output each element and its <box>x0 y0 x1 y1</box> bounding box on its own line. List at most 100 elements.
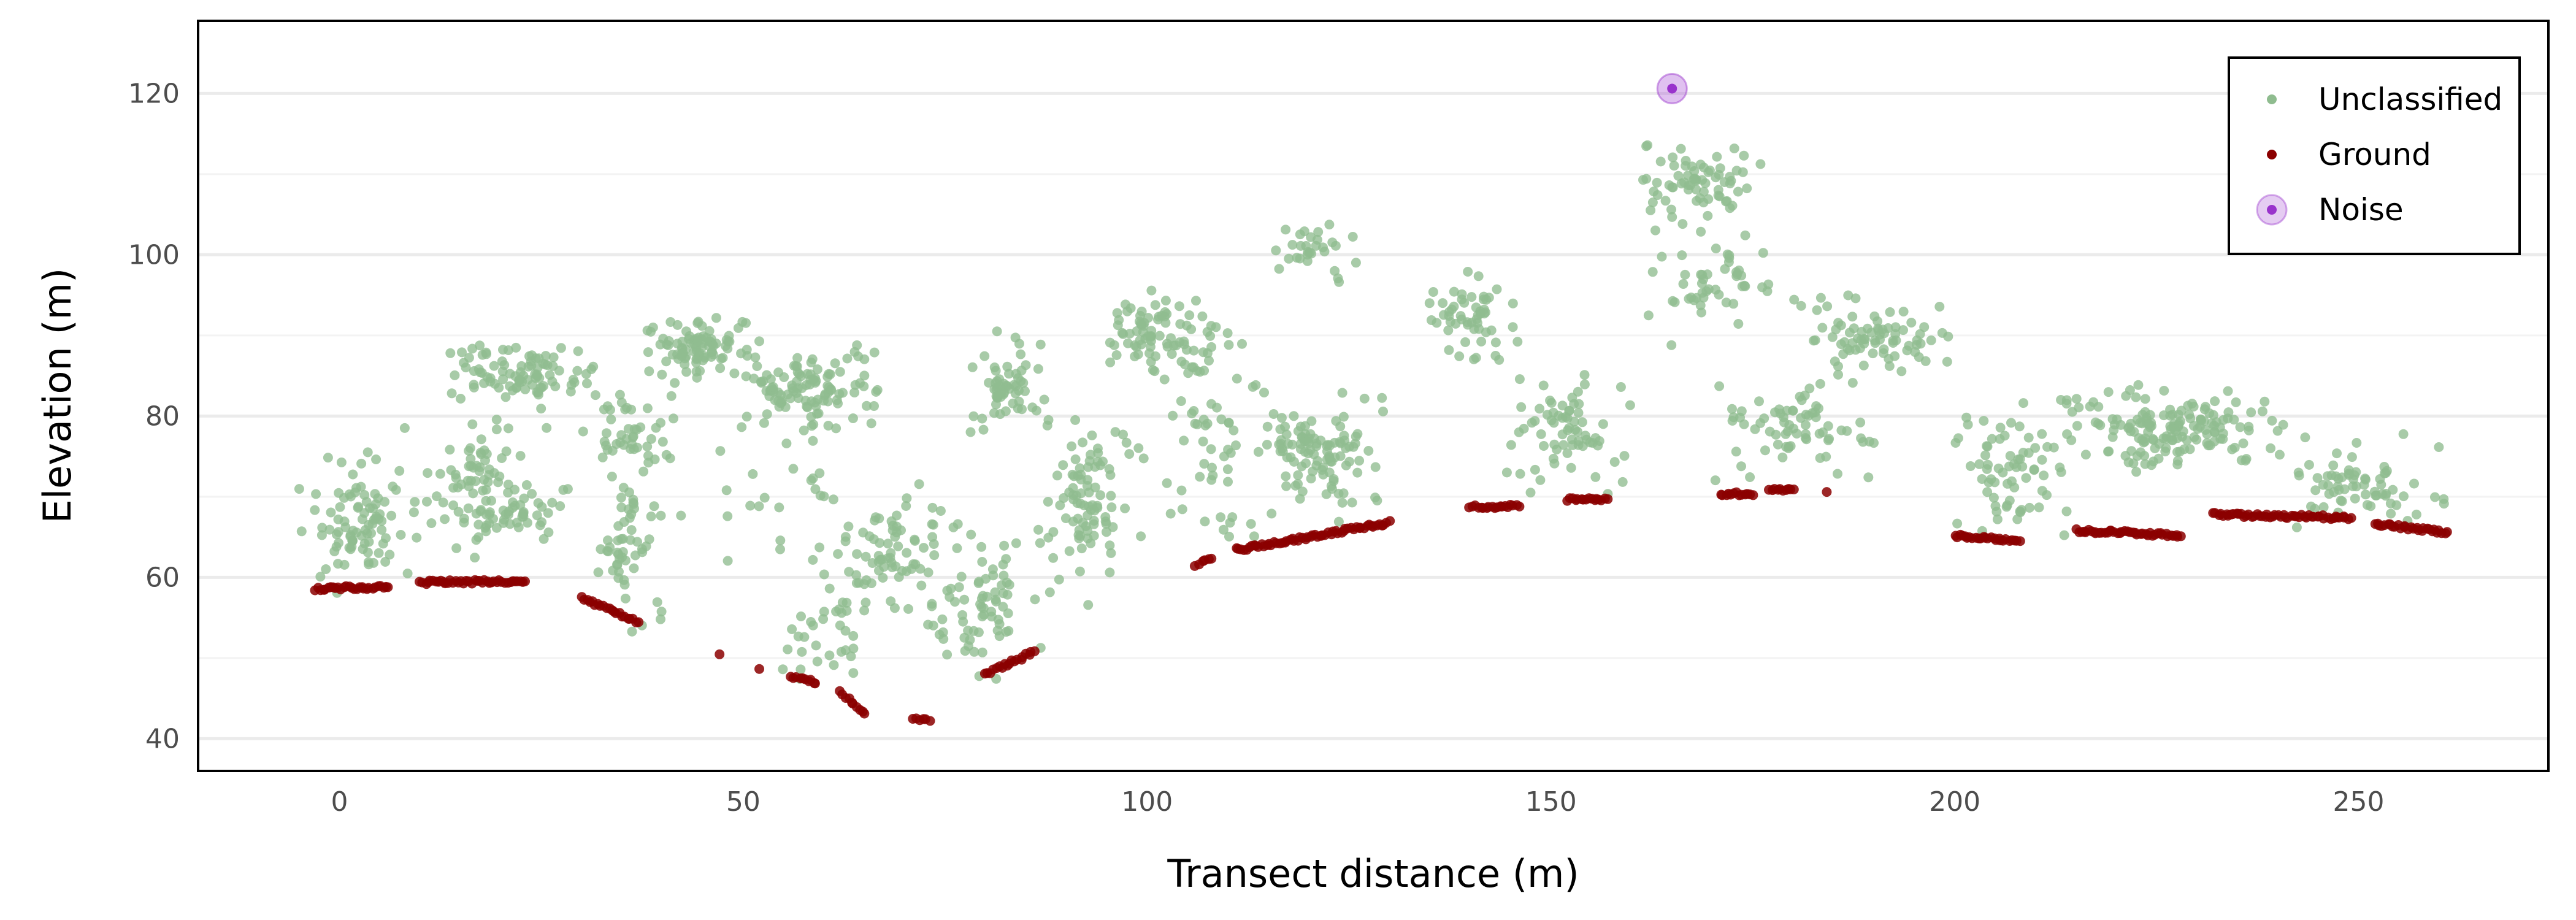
unclassified-point <box>396 530 406 540</box>
unclassified-point <box>859 370 870 381</box>
axis-ticks: 40 60 80 100 120 0 50 100 150 200 250 <box>128 78 2385 818</box>
unclassified-point <box>778 664 788 675</box>
unclassified-point <box>840 645 851 656</box>
unclassified-point <box>841 597 852 608</box>
unclassified-point <box>1195 367 1205 377</box>
unclassified-point <box>1322 446 1332 456</box>
unclassified-point <box>1557 429 1568 440</box>
unclassified-point <box>724 331 734 341</box>
unclassified-point <box>1660 196 1671 206</box>
unclassified-point <box>464 446 474 456</box>
unclassified-point <box>780 402 791 412</box>
unclassified-point <box>2209 421 2219 431</box>
unclassified-point <box>665 317 676 327</box>
unclassified-point <box>1536 429 1546 439</box>
unclassified-point <box>2030 443 2041 453</box>
unclassified-point <box>754 336 764 347</box>
unclassified-point <box>626 525 637 535</box>
unclassified-point <box>966 529 976 540</box>
unclassified-point <box>1692 293 1701 303</box>
x-tick-label: 100 <box>1121 786 1173 818</box>
unclassified-point <box>852 549 862 559</box>
unclassified-point <box>1666 340 1677 350</box>
unclassified-point <box>473 519 484 530</box>
unclassified-point <box>2125 385 2135 395</box>
unclassified-point <box>491 523 502 533</box>
unclassified-point <box>423 468 433 478</box>
unclassified-point <box>927 599 937 609</box>
unclassified-point <box>1083 526 1093 536</box>
unclassified-point <box>1842 343 1853 354</box>
unclassified-point <box>2188 421 2199 431</box>
unclassified-point <box>1359 393 1370 404</box>
unclassified-point <box>485 507 495 518</box>
unclassified-point <box>937 614 948 624</box>
unclassified-point <box>855 378 865 388</box>
unclassified-point <box>1198 347 1208 358</box>
unclassified-point <box>656 614 665 624</box>
unclassified-point <box>485 377 496 387</box>
unclassified-point <box>2006 418 2016 428</box>
unclassified-point <box>310 505 320 515</box>
unclassified-point <box>1224 340 1234 350</box>
unclassified-point <box>2361 489 2371 500</box>
unclassified-point <box>1138 453 1149 464</box>
unclassified-point <box>515 374 525 385</box>
unclassified-point <box>954 582 964 592</box>
unclassified-point <box>832 395 842 405</box>
unclassified-point <box>808 473 818 483</box>
unclassified-point <box>1508 322 1518 332</box>
unclassified-point <box>1132 326 1142 336</box>
unclassified-point <box>938 634 949 644</box>
unclassified-point <box>2104 446 2114 456</box>
unclassified-point <box>1512 337 1523 347</box>
unclassified-point <box>1002 361 1013 372</box>
unclassified-point <box>602 445 613 455</box>
unclassified-point <box>2172 433 2183 443</box>
unclassified-point <box>963 626 973 636</box>
unclassified-point <box>890 532 900 542</box>
unclassified-point <box>1378 406 1388 416</box>
unclassified-point <box>2056 395 2066 405</box>
unclassified-point <box>737 422 747 432</box>
unclassified-point <box>2409 478 2419 489</box>
unclassified-point <box>776 389 786 400</box>
unclassified-point <box>361 497 372 507</box>
unclassified-point <box>824 369 834 379</box>
unclassified-point <box>1010 332 1021 343</box>
unclassified-point <box>1800 420 1811 430</box>
unclassified-point <box>1818 427 1828 437</box>
unclassified-point <box>1680 269 1690 280</box>
ground-point <box>810 678 820 689</box>
unclassified-point <box>479 445 489 456</box>
unclassified-point <box>793 631 803 642</box>
unclassified-point <box>1868 348 1878 359</box>
unclassified-point <box>1328 474 1339 484</box>
unclassified-point <box>953 519 963 529</box>
unclassified-point <box>399 423 410 433</box>
unclassified-point <box>1267 508 1277 519</box>
unclassified-point <box>848 668 859 678</box>
unclassified-point <box>2300 432 2310 443</box>
unclassified-point <box>808 420 819 430</box>
unclassified-point <box>2318 502 2329 512</box>
unclassified-point <box>512 383 521 393</box>
unclassified-point <box>1206 444 1216 454</box>
unclassified-point <box>1869 335 1880 346</box>
unclassified-point <box>2131 467 2142 477</box>
unclassified-point <box>956 572 967 582</box>
unclassified-point <box>986 607 997 617</box>
unclassified-point <box>1004 580 1014 590</box>
unclassified-point <box>1666 204 1676 215</box>
unclassified-point <box>1560 412 1571 422</box>
unclassified-point <box>742 412 752 422</box>
unclassified-point <box>1801 434 1812 445</box>
unclassified-point <box>2337 496 2347 507</box>
unclassified-point <box>2128 458 2139 469</box>
unclassified-point <box>1490 337 1501 348</box>
unclassified-point <box>326 507 336 518</box>
unclassified-point <box>1222 464 1233 475</box>
unclassified-point <box>1347 497 1357 508</box>
unclassified-point <box>1246 519 1256 529</box>
unclassified-point <box>2235 422 2245 432</box>
